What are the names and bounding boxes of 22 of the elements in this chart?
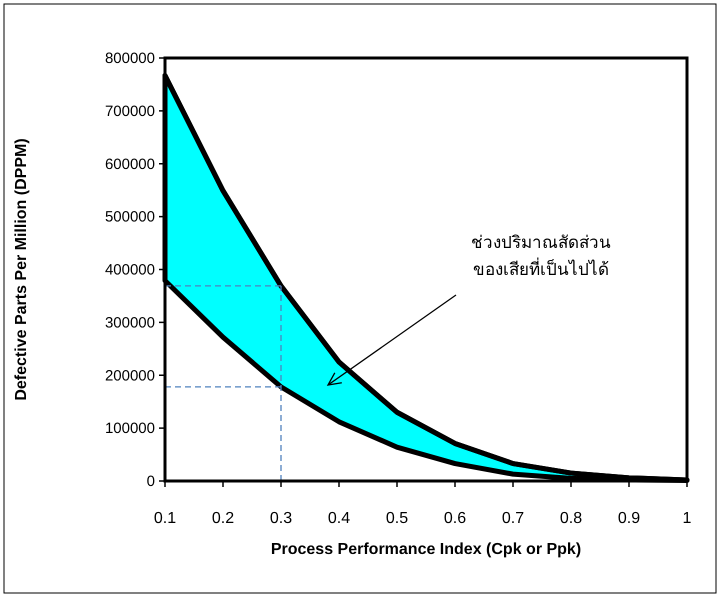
y-tick-label: 300000 bbox=[104, 314, 155, 332]
x-tick-label: 0.1 bbox=[154, 510, 176, 527]
y-axis-title: Defective Parts Per Million (DPPM) bbox=[13, 138, 30, 401]
annotation: ช่วงปริมาณสัดส่วน ของเสียที่เป็นไปได้ bbox=[471, 233, 611, 279]
y-tick-label: 100000 bbox=[104, 420, 155, 438]
x-tick-label: 0.8 bbox=[560, 510, 582, 527]
x-tick-label: 1 bbox=[682, 510, 692, 527]
y-tick-label: 800000 bbox=[104, 50, 155, 67]
x-tick-label: 0.9 bbox=[618, 510, 640, 527]
y-tick-label: 600000 bbox=[104, 156, 155, 173]
x-tick-label: 0.6 bbox=[444, 510, 466, 527]
x-tick-label: 0.2 bbox=[212, 510, 234, 527]
x-tick-label: 0.5 bbox=[386, 510, 408, 527]
y-tick-label: 200000 bbox=[104, 367, 155, 384]
x-tick-label: 0.4 bbox=[328, 510, 350, 527]
x-tick-label: 0.3 bbox=[270, 510, 292, 527]
y-tick-label: 400000 bbox=[104, 262, 155, 278]
x-tick-label: 0.7 bbox=[502, 510, 524, 527]
y-tick-label: 0 bbox=[146, 473, 155, 490]
x-axis-title: Process Performance Index (Cpk or Ppk) bbox=[270, 541, 582, 558]
y-tick-label: 500000 bbox=[104, 208, 155, 226]
y-tick-label: 700000 bbox=[104, 102, 155, 120]
